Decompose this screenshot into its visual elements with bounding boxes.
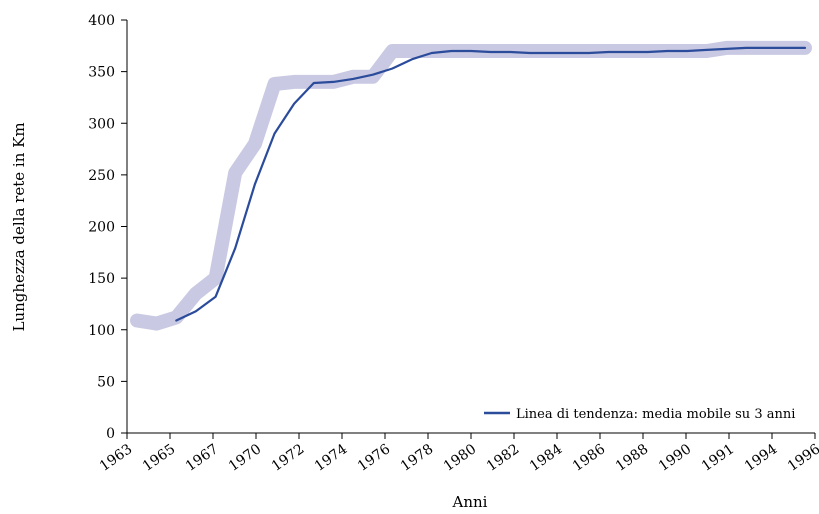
series-layer [130, 40, 812, 331]
y-axis-ticks: 0 50 100 150 200 250 300 350 400 [88, 13, 127, 442]
x-axis-title: Anni [452, 493, 488, 511]
x-tick-label: 1978 [398, 441, 436, 475]
x-tick-label: 1963 [97, 441, 135, 475]
x-tick-label: 1967 [183, 441, 221, 475]
series-line-actual [130, 40, 812, 331]
x-tick-label: 1988 [613, 441, 651, 475]
x-tick-label: 1991 [699, 441, 737, 475]
series-line-trend [175, 46, 807, 322]
y-tick-label: 100 [88, 323, 115, 339]
x-tick-label: 1984 [527, 441, 565, 475]
x-tick-label: 1970 [226, 441, 264, 475]
x-tick-label: 1972 [269, 441, 307, 475]
y-tick-label: 0 [106, 426, 115, 442]
y-tick-label: 350 [88, 65, 115, 81]
y-tick-label: 150 [88, 271, 115, 287]
x-tick-label: 1976 [355, 441, 393, 475]
x-axis-ticks: 1963 1965 1967 1970 1972 1974 1976 1978 1980 1982… [97, 433, 819, 475]
x-tick-label: 1994 [742, 441, 780, 475]
legend: Linea di tendenza: media mobile su 3 ann… [484, 407, 795, 422]
y-tick-label: 300 [88, 116, 115, 132]
legend-label: Linea di tendenza: media mobile su 3 ann… [516, 407, 795, 422]
x-tick-label: 1980 [441, 441, 479, 475]
x-tick-label: 1986 [570, 441, 608, 475]
y-axis-title: Lunghezza della rete in Km [10, 122, 28, 331]
x-tick-label: 1974 [312, 441, 350, 475]
x-tick-label: 1990 [656, 441, 694, 475]
y-tick-label: 50 [97, 374, 115, 390]
y-tick-label: 200 [88, 220, 115, 236]
y-tick-label: 400 [88, 13, 115, 29]
x-tick-label: 1965 [140, 441, 178, 475]
x-tick-label: 1996 [785, 441, 819, 475]
x-tick-label: 1982 [484, 441, 522, 475]
y-tick-label: 250 [88, 168, 115, 184]
